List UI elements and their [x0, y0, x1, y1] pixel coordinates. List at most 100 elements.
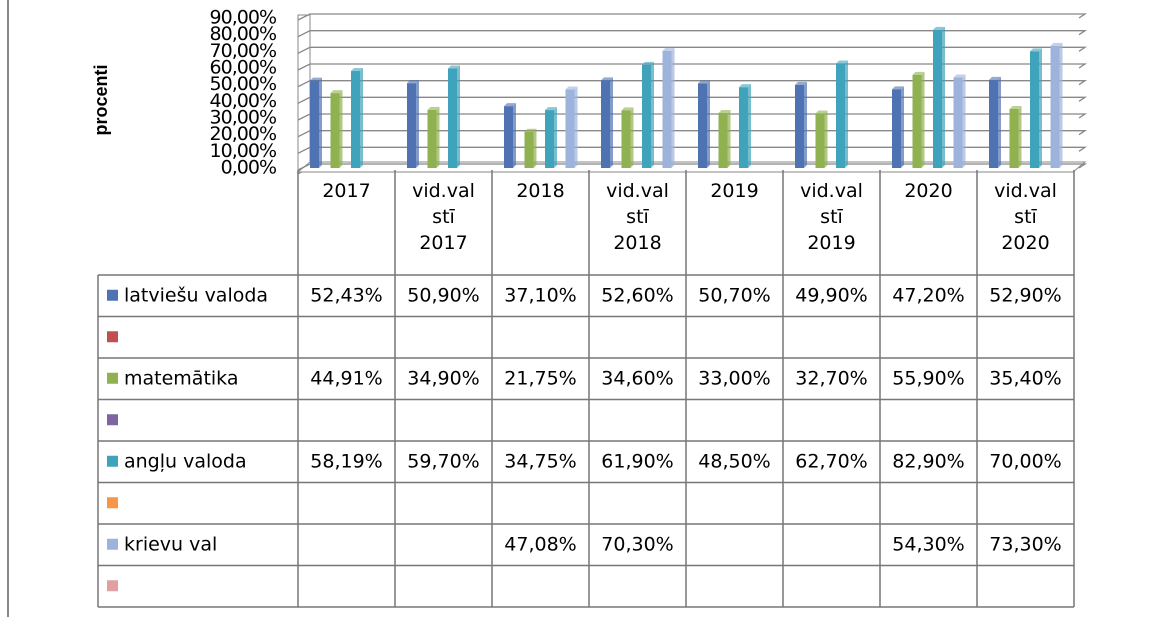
bar-top [953, 74, 966, 78]
bar-front [836, 63, 845, 168]
bar [330, 90, 343, 168]
bar [351, 68, 363, 168]
bar [912, 71, 925, 168]
bar-top [330, 90, 343, 94]
category-cell: vid.val stī 2019 [800, 180, 863, 254]
bar-top [1030, 48, 1042, 52]
bar-top [662, 47, 675, 51]
bar-side [845, 60, 848, 168]
legend-key [107, 414, 118, 426]
legend-label: angļu valoda [124, 450, 247, 472]
bar-front [912, 74, 922, 168]
bar-top [565, 86, 578, 90]
legend-key [107, 289, 118, 301]
bar-front [427, 109, 437, 168]
grid-line [297, 46, 1088, 54]
bar-side [360, 68, 363, 168]
bar-side [651, 61, 654, 169]
bar-top [524, 128, 537, 132]
value-cell: 34,60% [601, 367, 673, 389]
bar-side [671, 47, 675, 169]
bar-side [554, 107, 557, 168]
x-tick-label: 2020 [904, 180, 953, 202]
bar [836, 60, 848, 168]
grid-line [297, 63, 1088, 71]
x-tick-label: vid.val stī 2020 [994, 180, 1057, 254]
bar-side [727, 110, 731, 168]
grid-line [297, 80, 1088, 88]
bar-front [718, 113, 728, 168]
legend-key [107, 331, 118, 343]
bar-front [662, 50, 672, 169]
bar-side [319, 77, 322, 168]
bar-side [921, 71, 925, 168]
x-tick-label: vid.val stī 2018 [606, 180, 669, 254]
grid-line [297, 30, 1088, 38]
bar [565, 86, 578, 168]
bar-top [739, 84, 751, 88]
bar-side [824, 110, 828, 168]
bar [698, 80, 710, 168]
value-cell: 52,60% [601, 284, 673, 306]
bar-side [707, 80, 710, 168]
bar-front [504, 106, 513, 168]
bar [739, 84, 751, 168]
bar-side [416, 80, 419, 168]
grid-line [297, 96, 1088, 104]
bar [815, 110, 828, 168]
bar-front [642, 64, 651, 168]
bar-front [1009, 109, 1019, 168]
bar [892, 86, 904, 168]
legend-key [107, 538, 118, 550]
bar [989, 76, 1001, 168]
bar [642, 61, 654, 169]
bar-front [1050, 45, 1060, 169]
bar-top [448, 65, 460, 69]
y-tick-label: 80,00% [210, 23, 276, 45]
x-tick-label: 2019 [710, 180, 759, 202]
bar [621, 107, 634, 168]
grid-line [297, 113, 1088, 121]
bar-top [1050, 42, 1063, 46]
bar-top [1009, 106, 1022, 109]
value-cell: 54,30% [892, 533, 964, 555]
value-cell: 82,90% [892, 450, 964, 472]
grid-line [297, 130, 1088, 138]
bar-top [407, 80, 419, 84]
bar-front [330, 93, 340, 168]
bar-side [630, 107, 634, 168]
bar-side [1018, 106, 1022, 168]
y-tick-label: 70,00% [210, 40, 276, 62]
value-cell: 33,00% [698, 367, 770, 389]
bar-front [989, 79, 998, 168]
bar [448, 65, 460, 168]
y-axis-label: procenti [91, 64, 111, 135]
value-cell: 44,91% [310, 367, 382, 389]
legend-label: latviešu valoda [124, 284, 268, 306]
bar [601, 77, 613, 168]
bar-side [436, 106, 440, 168]
bar-front [565, 89, 575, 168]
bar-side [610, 77, 613, 168]
bar-front [739, 87, 748, 168]
bar-front [545, 110, 554, 168]
y-tick-label: 40,00% [210, 90, 276, 112]
bar-front [953, 77, 963, 168]
value-cell: 32,70% [795, 367, 867, 389]
x-tick-label: 2017 [322, 180, 371, 202]
bar-top [601, 77, 613, 81]
bar-side [804, 81, 807, 168]
value-cell: 21,75% [504, 367, 576, 389]
bar-top [427, 106, 440, 110]
bar-front [351, 71, 360, 168]
value-cell: 34,75% [504, 450, 576, 472]
bar-side [1059, 42, 1063, 169]
value-cell: 70,00% [989, 450, 1061, 472]
bar-side [574, 86, 578, 168]
bar [310, 77, 322, 168]
value-cell: 34,90% [407, 367, 479, 389]
bar-top [504, 103, 516, 107]
bar-top [698, 80, 710, 84]
y-tick-label: 50,00% [210, 73, 276, 95]
y-tick-label: 20,00% [210, 123, 276, 145]
